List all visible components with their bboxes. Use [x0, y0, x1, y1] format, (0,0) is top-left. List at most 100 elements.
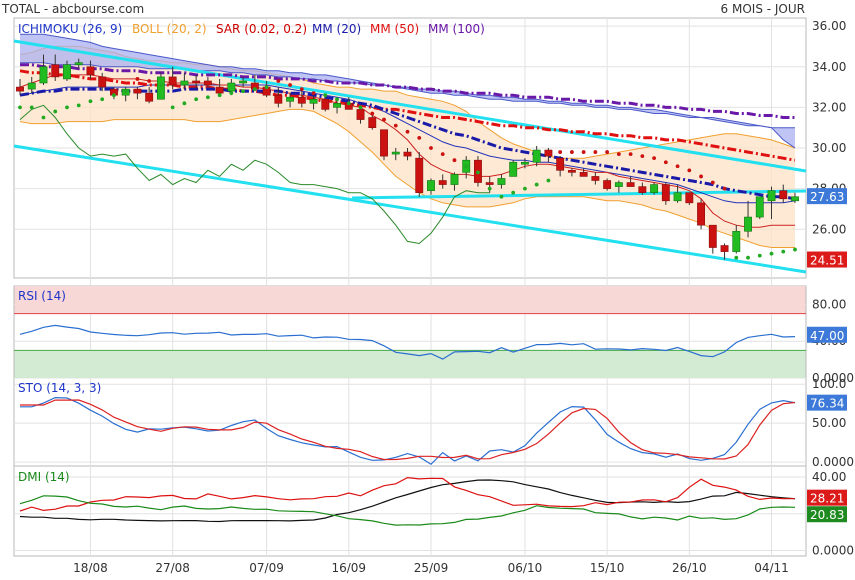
candle-body: [779, 190, 788, 200]
candle-body: [767, 190, 776, 202]
trend-line: [351, 189, 807, 200]
candle-body: [626, 182, 635, 187]
sar-dot: [628, 152, 633, 156]
sar-dot: [123, 89, 128, 94]
sar-dot: [534, 182, 539, 187]
mm100-line: [20, 63, 795, 119]
candle-body: [650, 184, 659, 193]
candle-body: [286, 96, 295, 102]
candle-body: [86, 66, 95, 76]
sar-dot: [440, 152, 445, 156]
legend-entry: MM (20): [312, 22, 361, 36]
candle-body: [321, 98, 330, 110]
candle-body: [697, 202, 706, 226]
sar-dot: [616, 152, 621, 156]
y-tick-label: 100.0: [812, 377, 846, 391]
sar-dot: [18, 105, 22, 110]
candle-body: [791, 196, 799, 202]
sar-dot: [65, 105, 69, 110]
candle-body: [661, 184, 670, 202]
candle-body: [74, 62, 83, 66]
candle-body: [708, 224, 717, 248]
mm20-line: [19, 87, 796, 201]
x-tick-label: 16/09: [331, 561, 366, 575]
di-plus-badge: 20.83: [810, 508, 844, 522]
last-price-badge: 27.63: [810, 190, 844, 204]
rsi-value-badge: 47.00: [810, 329, 844, 343]
candle-body: [180, 80, 189, 86]
sar-dot: [370, 111, 375, 116]
candle-body: [380, 129, 388, 157]
chart-period: 6 MOIS - JOUR: [721, 2, 805, 16]
sar-dot: [429, 146, 433, 150]
bollinger-lower-line: [19, 108, 795, 248]
candle-body: [203, 80, 212, 86]
candle-body: [145, 92, 154, 102]
candle-body: [415, 157, 424, 193]
candle-body: [732, 230, 741, 252]
candle-body: [755, 196, 764, 218]
sar-dot: [170, 105, 175, 110]
sar-dot: [417, 135, 422, 140]
candle-body: [215, 86, 224, 94]
candle-body: [368, 117, 377, 128]
sar-dot: [288, 83, 292, 87]
y-tick-label: 32.00: [812, 100, 846, 114]
candle-body: [567, 170, 576, 173]
low-price-badge-bg: [807, 251, 847, 268]
sar-dot: [264, 85, 269, 89]
sar-dot: [182, 101, 187, 106]
sar-dot: [652, 156, 656, 161]
candle-body: [63, 64, 71, 80]
sar-dot: [335, 97, 339, 102]
candle-body: [333, 103, 341, 108]
sto-value-badge-bg: [807, 394, 847, 411]
ichimoku-span-a: [20, 33, 795, 129]
sar-dot: [53, 109, 58, 114]
sar-dot: [558, 150, 563, 154]
sar-dot: [29, 105, 34, 110]
rsi-legend: RSI (14): [18, 289, 66, 303]
sar-dot: [781, 249, 786, 254]
sar-dot: [41, 115, 46, 120]
candle-body: [16, 86, 24, 92]
sar-dot: [593, 150, 598, 154]
sar-dot: [722, 186, 727, 191]
y-tick-label: 34.00: [812, 60, 846, 74]
trend-line: [13, 144, 807, 274]
candle-body: [274, 94, 283, 104]
sar-dot: [217, 93, 222, 98]
candle-body: [391, 151, 400, 155]
x-tick-label: 15/10: [590, 561, 625, 575]
sar-dot: [464, 164, 469, 169]
candle-body: [450, 174, 459, 185]
sar-dot: [76, 103, 81, 108]
rsi-value-badge-bg: [807, 326, 847, 343]
sar-dot: [581, 150, 586, 154]
candle-body: [673, 192, 682, 202]
sar-dot: [452, 158, 457, 163]
sar-dot: [252, 87, 257, 91]
ichimoku-cloud: [20, 34, 795, 149]
sto-value-badge: 76.34: [810, 397, 844, 411]
candle-body: [27, 82, 36, 90]
sar-dot: [663, 160, 668, 165]
candle-body: [239, 80, 248, 84]
di-plus-line: [19, 495, 796, 526]
dmi-panel-frame: [13, 465, 807, 557]
y-tick-label: 36.00: [812, 19, 846, 33]
sar-dot: [710, 180, 715, 185]
sar-dot: [112, 93, 116, 98]
candle-body: [427, 180, 435, 191]
sar-dot: [205, 95, 210, 100]
sar-dot: [358, 105, 363, 110]
y-tick-label: 0.0000: [812, 543, 854, 557]
y-tick-label: 30.00: [812, 141, 846, 155]
di-minus-line: [19, 476, 795, 512]
sar-dot: [299, 87, 304, 91]
sar-dot: [147, 79, 152, 83]
sar-dot: [793, 247, 797, 252]
x-tick-label: 04/11: [754, 561, 789, 575]
candle-body: [638, 186, 647, 193]
